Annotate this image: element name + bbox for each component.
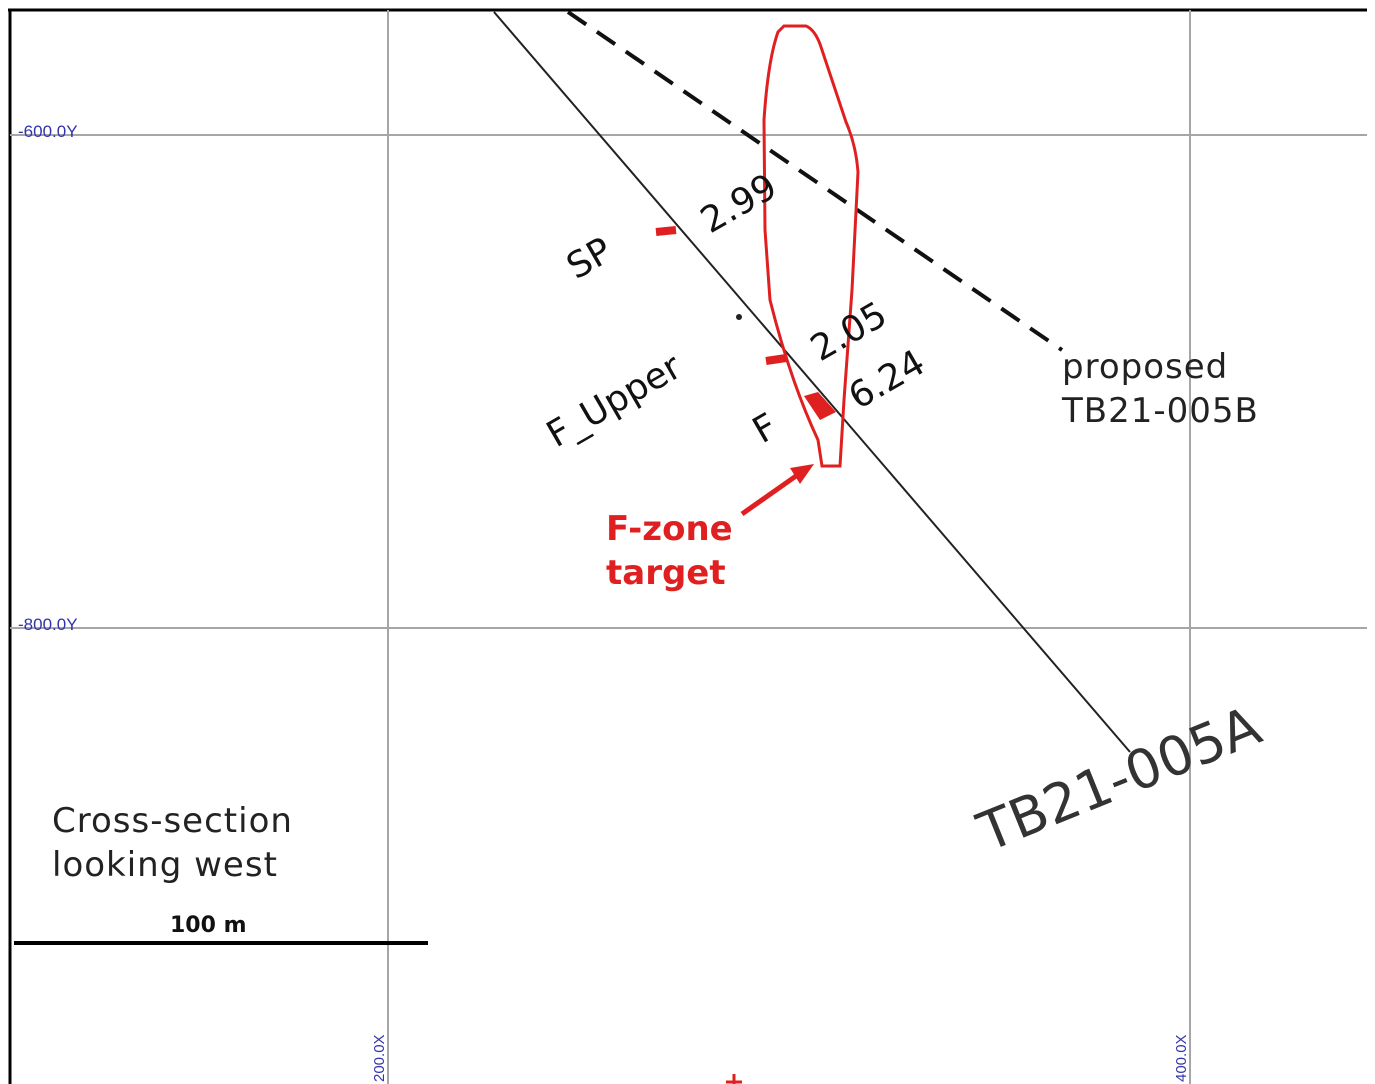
drillhole-name-label: TB21-005A <box>968 694 1269 865</box>
grid-label-800y: -800.0Y <box>18 615 78 634</box>
sp-zone-label: SP <box>560 230 619 288</box>
grid-label-600y: -600.0Y <box>18 122 78 141</box>
caption-line1: Cross-section <box>52 801 293 841</box>
grid-label-400x: 400.0X <box>1173 1034 1190 1082</box>
target-arrow-head <box>790 464 814 484</box>
f-upper-zone-label: F_Upper <box>540 346 689 455</box>
sp-value-label: 2.99 <box>694 166 784 242</box>
proposed-hole-trace <box>566 10 1064 352</box>
proposed-label-line2: TB21-005B <box>1061 391 1259 431</box>
target-arrow-shaft <box>740 473 798 517</box>
caption-line2: looking west <box>52 845 278 885</box>
drillhole-trace <box>493 11 1131 753</box>
f-value-label: 6.24 <box>842 342 932 418</box>
sp-intercept-marker <box>655 226 677 236</box>
f-zone-target-outline <box>762 24 860 468</box>
grid-label-200x: 200.0X <box>371 1034 388 1082</box>
target-label-line2: target <box>606 553 726 593</box>
f-zone-label: F <box>746 406 784 452</box>
scale-bar-label: 100 m <box>170 913 247 938</box>
f-intercept-marker <box>804 392 836 420</box>
drillhole-survey-point <box>736 314 742 320</box>
f-upper-value-label: 2.05 <box>804 294 894 370</box>
proposed-label-line1: proposed <box>1062 347 1228 387</box>
target-label-line1: F-zone <box>606 509 733 549</box>
f-upper-intercept-marker <box>765 354 787 365</box>
